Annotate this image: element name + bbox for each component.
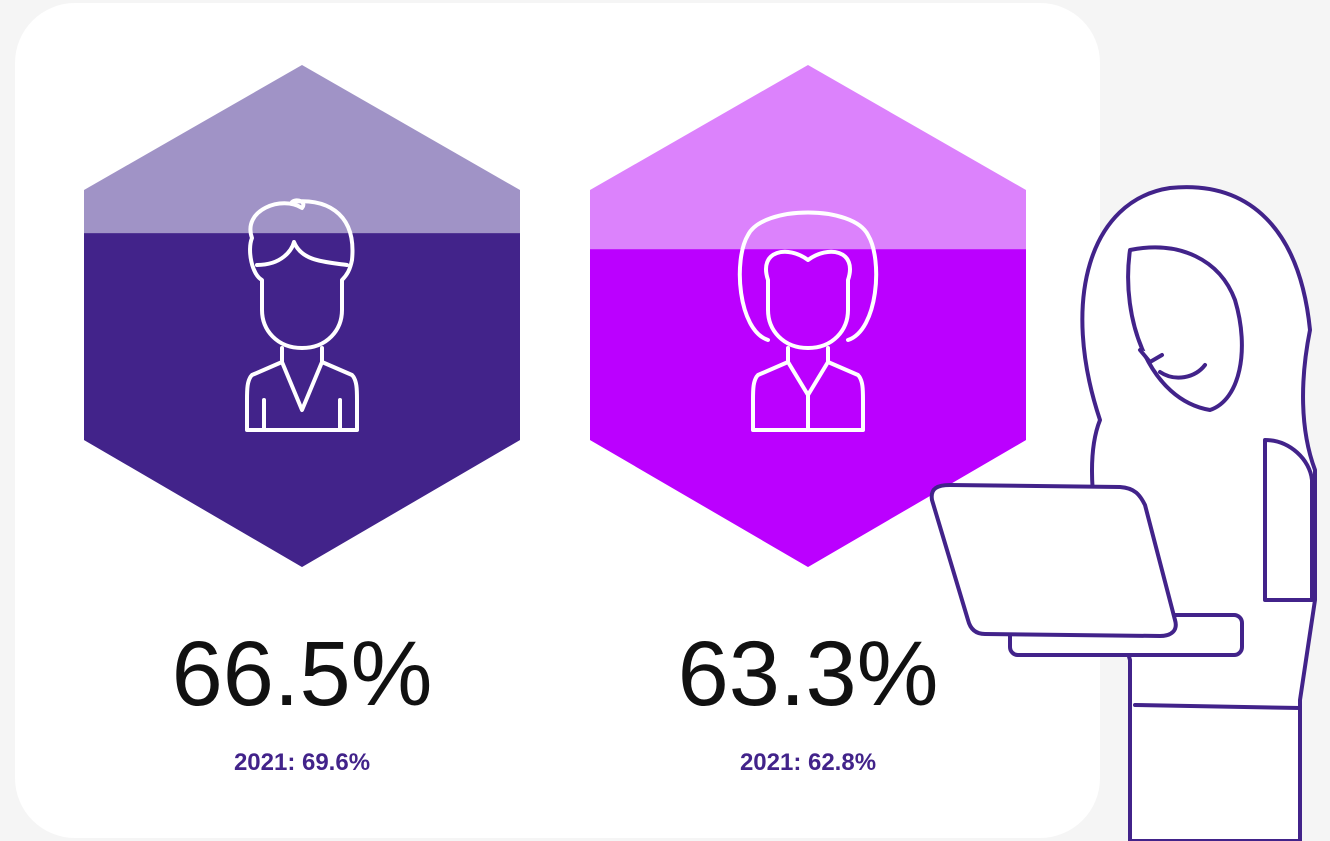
value-label: 66.5% (172, 623, 433, 725)
infographic: 66.5% 2021: 69.6% 63.3% 2021: 62.8% (0, 0, 1330, 841)
previous-year-note: 2021: 62.8% (740, 749, 876, 776)
value-label: 63.3% (678, 623, 939, 725)
previous-year-note: 2021: 69.6% (234, 749, 370, 776)
